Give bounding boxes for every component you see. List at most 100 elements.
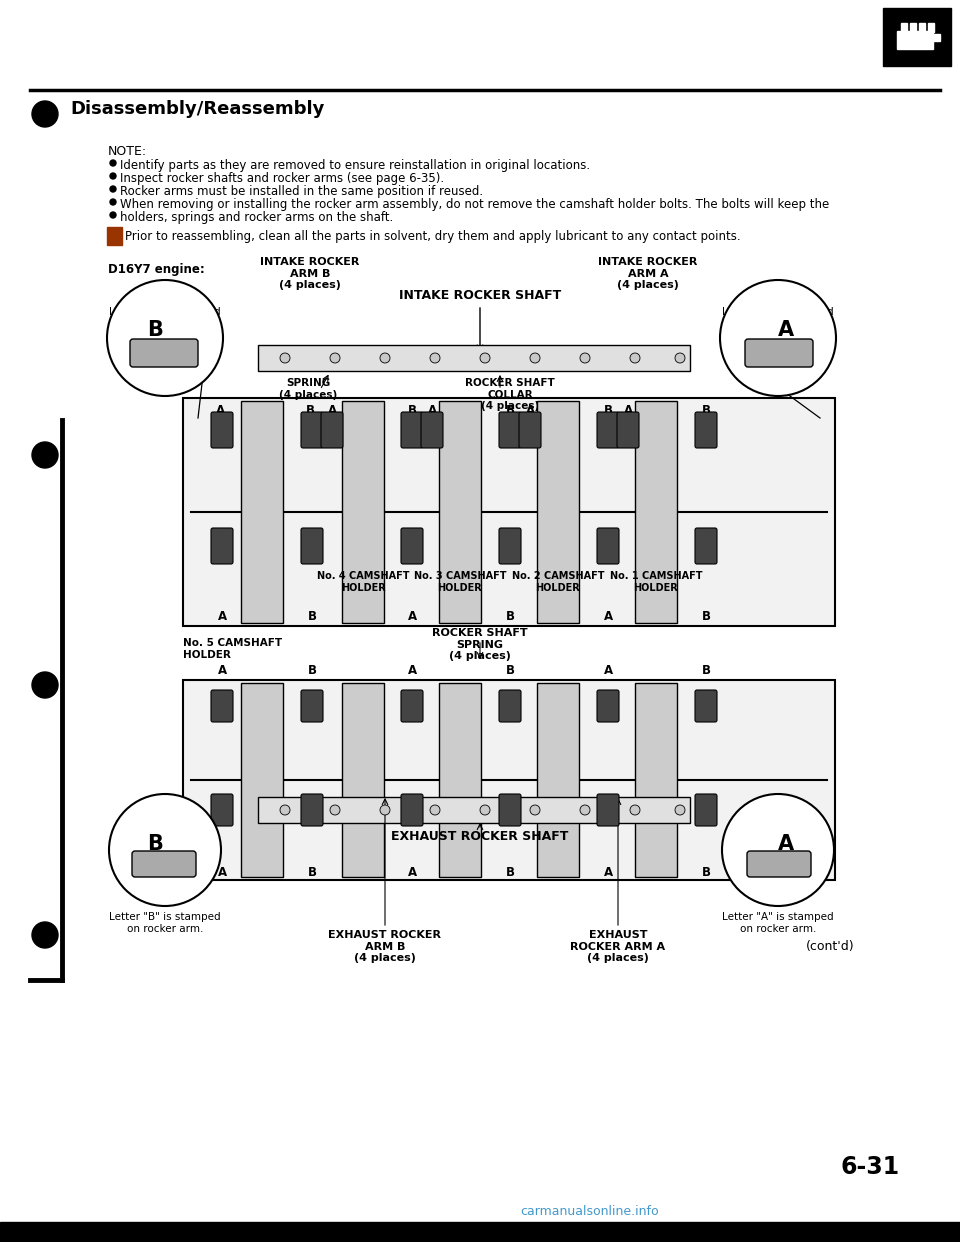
- Text: holders, springs and rocker arms on the shaft.: holders, springs and rocker arms on the …: [120, 211, 394, 224]
- FancyBboxPatch shape: [301, 412, 323, 448]
- Text: carmanualsonline.info: carmanualsonline.info: [520, 1205, 660, 1218]
- Text: No. 1 CAMSHAFT
HOLDER: No. 1 CAMSHAFT HOLDER: [610, 571, 703, 592]
- Text: A: A: [604, 664, 612, 677]
- Circle shape: [530, 805, 540, 815]
- Circle shape: [722, 794, 834, 905]
- Circle shape: [580, 805, 590, 815]
- FancyBboxPatch shape: [211, 794, 233, 826]
- Circle shape: [630, 805, 640, 815]
- Circle shape: [675, 353, 685, 363]
- Bar: [183, 681, 835, 881]
- Circle shape: [110, 199, 116, 205]
- Text: A: A: [778, 833, 794, 854]
- Text: B: B: [506, 610, 515, 623]
- FancyBboxPatch shape: [499, 528, 521, 564]
- Circle shape: [32, 922, 58, 948]
- Text: Rocker arms must be installed in the same position if reused.: Rocker arms must be installed in the sam…: [120, 185, 483, 197]
- Text: B: B: [604, 404, 612, 417]
- Text: No. 3 CAMSHAFT
HOLDER: No. 3 CAMSHAFT HOLDER: [414, 571, 506, 592]
- Text: When removing or installing the rocker arm assembly, do not remove the camshaft : When removing or installing the rocker a…: [120, 197, 829, 211]
- Text: A: A: [623, 404, 633, 417]
- Circle shape: [480, 805, 490, 815]
- Bar: [241, 683, 283, 877]
- FancyBboxPatch shape: [499, 794, 521, 826]
- FancyBboxPatch shape: [130, 339, 198, 366]
- Circle shape: [330, 353, 340, 363]
- FancyBboxPatch shape: [597, 691, 619, 722]
- Text: B: B: [506, 664, 515, 677]
- Circle shape: [430, 805, 440, 815]
- Text: A: A: [604, 610, 612, 623]
- Text: B: B: [307, 610, 317, 623]
- Bar: [0, 1222, 960, 1242]
- Text: B: B: [702, 866, 710, 879]
- Circle shape: [675, 805, 685, 815]
- FancyBboxPatch shape: [695, 412, 717, 448]
- Text: EXHAUST ROCKER
ARM B
(4 places): EXHAUST ROCKER ARM B (4 places): [328, 930, 442, 964]
- Text: B: B: [147, 833, 163, 854]
- Circle shape: [109, 794, 221, 905]
- Text: A: A: [407, 866, 417, 879]
- FancyBboxPatch shape: [597, 794, 619, 826]
- Bar: [183, 397, 835, 626]
- Circle shape: [110, 173, 116, 179]
- FancyBboxPatch shape: [745, 339, 813, 366]
- Bar: [901, 24, 907, 32]
- Text: No. 2 CAMSHAFT
HOLDER: No. 2 CAMSHAFT HOLDER: [512, 571, 604, 592]
- Circle shape: [107, 279, 223, 396]
- FancyBboxPatch shape: [301, 691, 323, 722]
- Text: ROCKER SHAFT
SPRING
(4 places): ROCKER SHAFT SPRING (4 places): [432, 628, 528, 661]
- Text: Inspect rocker shafts and rocker arms (see page 6-35).: Inspect rocker shafts and rocker arms (s…: [120, 171, 444, 185]
- FancyBboxPatch shape: [211, 412, 233, 448]
- Circle shape: [110, 212, 116, 219]
- Circle shape: [380, 353, 390, 363]
- Text: No. 4 CAMSHAFT
HOLDER: No. 4 CAMSHAFT HOLDER: [317, 571, 409, 592]
- Text: A: A: [525, 404, 535, 417]
- Circle shape: [480, 353, 490, 363]
- Text: A: A: [407, 610, 417, 623]
- Text: SPRING
(4 places): SPRING (4 places): [278, 378, 337, 400]
- Bar: [635, 401, 677, 623]
- Bar: [537, 401, 579, 623]
- FancyBboxPatch shape: [211, 691, 233, 722]
- Bar: [342, 683, 384, 877]
- FancyBboxPatch shape: [695, 691, 717, 722]
- Text: B: B: [147, 320, 163, 340]
- Bar: [342, 401, 384, 623]
- Text: EXHAUST
ROCKER ARM A
(4 places): EXHAUST ROCKER ARM A (4 places): [570, 930, 665, 964]
- FancyBboxPatch shape: [617, 412, 639, 448]
- Circle shape: [280, 805, 290, 815]
- Text: A: A: [778, 320, 794, 340]
- Text: A: A: [215, 404, 225, 417]
- Circle shape: [110, 186, 116, 193]
- Circle shape: [720, 279, 836, 396]
- Text: B: B: [305, 404, 315, 417]
- FancyBboxPatch shape: [301, 794, 323, 826]
- FancyBboxPatch shape: [597, 412, 619, 448]
- Circle shape: [32, 442, 58, 468]
- Bar: [928, 24, 934, 32]
- Text: Letter "B" is stamped
on rocker arm.: Letter "B" is stamped on rocker arm.: [109, 912, 221, 934]
- FancyBboxPatch shape: [519, 412, 541, 448]
- Circle shape: [530, 353, 540, 363]
- Text: INTAKE ROCKER SHAFT: INTAKE ROCKER SHAFT: [398, 289, 562, 302]
- Bar: [919, 24, 925, 32]
- Text: Disassembly/Reassembly: Disassembly/Reassembly: [70, 101, 324, 118]
- FancyBboxPatch shape: [401, 412, 423, 448]
- FancyBboxPatch shape: [747, 851, 811, 877]
- Circle shape: [330, 805, 340, 815]
- Circle shape: [32, 101, 58, 127]
- Text: INTAKE ROCKER
ARM B
(4 places): INTAKE ROCKER ARM B (4 places): [260, 257, 360, 291]
- Text: Letter "B" is stamped
on rocker arm.: Letter "B" is stamped on rocker arm.: [109, 307, 221, 329]
- Bar: [537, 683, 579, 877]
- Text: Letter "A" is stamped
on rocker arm.: Letter "A" is stamped on rocker arm.: [722, 912, 834, 934]
- Text: NOTE:: NOTE:: [108, 145, 147, 158]
- FancyBboxPatch shape: [301, 528, 323, 564]
- FancyBboxPatch shape: [401, 691, 423, 722]
- Text: A: A: [327, 404, 337, 417]
- Text: B: B: [407, 404, 417, 417]
- FancyBboxPatch shape: [499, 412, 521, 448]
- Text: A: A: [407, 664, 417, 677]
- Bar: [241, 401, 283, 623]
- Bar: [635, 683, 677, 877]
